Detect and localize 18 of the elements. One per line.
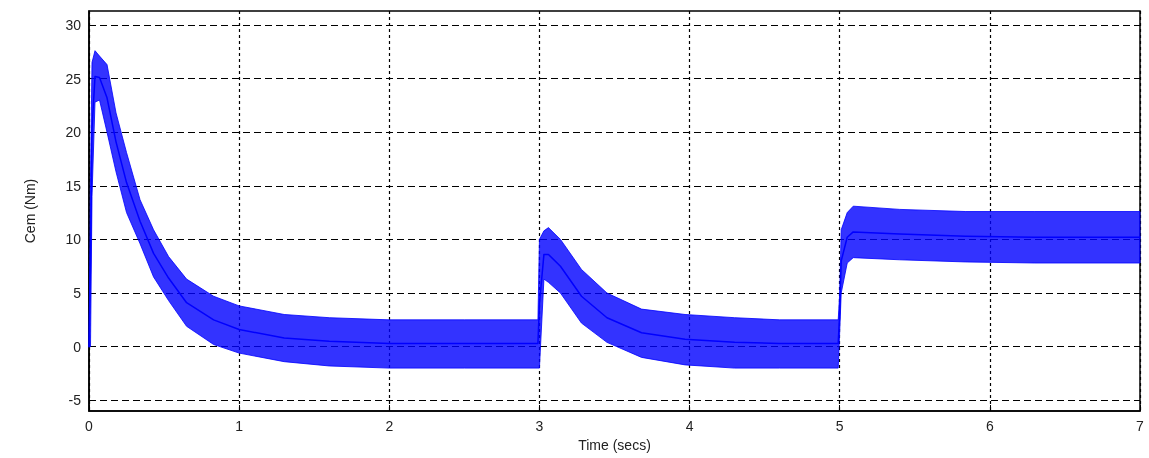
x-tick-label: 4 [685,418,694,434]
x-tick-label: 6 [985,418,994,434]
y-tick-label: 0 [73,338,82,355]
x-axis-title: Time (secs) [578,437,651,453]
x-tick-label: 0 [85,418,94,434]
x-tick-label: 2 [385,418,394,434]
y-tick-label: 5 [73,285,82,302]
y-axis-title: Cem (Nm) [22,178,38,244]
y-tick-label: 20 [65,124,82,141]
x-tick-label: 3 [535,418,544,434]
x-tick-label: 7 [1136,418,1145,434]
x-tick-label: 1 [235,418,244,434]
y-tick-label: -5 [68,392,82,409]
y-tick-label: 10 [65,231,82,248]
y-tick-label: 25 [65,70,82,87]
y-tick-label: 15 [65,177,82,194]
x-tick-label: 5 [835,418,844,434]
y-tick-label: 30 [65,16,82,33]
